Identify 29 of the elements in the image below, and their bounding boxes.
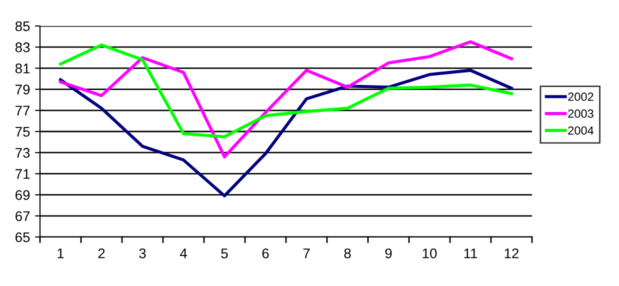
x-tick-label: 5 xyxy=(221,248,228,258)
y-tick-label: 79 xyxy=(16,84,30,94)
x-tick-label: 11 xyxy=(464,248,478,258)
x-tick-label: 2 xyxy=(98,248,105,258)
y-tick-label: 69 xyxy=(16,190,30,200)
line-series xyxy=(58,43,514,138)
y-tick-label: 77 xyxy=(16,106,30,116)
y-tick-label: 65 xyxy=(16,232,30,242)
line-series xyxy=(58,40,514,158)
x-tick-label: 8 xyxy=(344,248,351,258)
x-tick-label: 1 xyxy=(58,248,64,258)
y-tick-label: 71 xyxy=(16,169,30,179)
y-tick-label: 83 xyxy=(15,42,30,52)
y-tick-label: 85 xyxy=(15,21,30,32)
legend-label: 2002 xyxy=(568,92,594,101)
x-tick-label: 4 xyxy=(180,248,187,258)
y-tick-label: 75 xyxy=(16,126,30,137)
x-tick-label: 9 xyxy=(385,248,392,258)
y-tick-label: 73 xyxy=(16,148,30,158)
line-series xyxy=(58,68,514,198)
legend-label: 2003 xyxy=(568,109,594,118)
x-tick-label: 10 xyxy=(422,248,437,258)
y-tick-label: 81 xyxy=(15,64,30,74)
x-tick-label: 12 xyxy=(504,248,519,258)
y-tick-label: 67 xyxy=(16,211,30,222)
x-tick-label: 7 xyxy=(303,248,310,258)
legend-label: 2004 xyxy=(568,126,594,135)
x-tick-label: 3 xyxy=(139,248,146,258)
x-tick-label: 6 xyxy=(262,248,269,258)
